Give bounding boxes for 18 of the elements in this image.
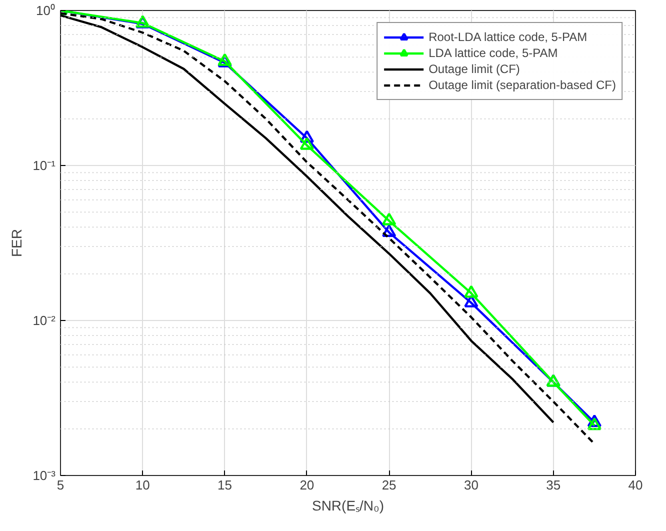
legend-label: Root-LDA lattice code, 5-PAM — [428, 29, 588, 45]
x-tick-label: 15 — [218, 478, 232, 492]
y-tick-label: 10⁰ — [36, 3, 56, 18]
x-tick-label: 20 — [300, 478, 314, 492]
x-axis-title: SNR(Eₛ/N₀) — [312, 498, 384, 514]
x-tick-label: 35 — [546, 478, 561, 492]
x-tick-label: 40 — [628, 478, 643, 492]
y-tick-label: 10⁻³ — [32, 468, 56, 483]
y-tick-label: 10⁻¹ — [32, 158, 56, 173]
y-axis-title: FER — [8, 229, 25, 257]
legend-label: Outage limit (separation-based CF) — [428, 77, 616, 93]
y-tick-label: 10⁻² — [32, 313, 56, 328]
legend-label: Outage limit (CF) — [428, 61, 520, 77]
x-tick-label: 5 — [56, 478, 64, 492]
x-tick-label: 10 — [135, 478, 150, 492]
legend-label: LDA lattice code, 5-PAM — [428, 45, 558, 61]
x-tick-label: 25 — [382, 478, 396, 492]
x-tick-label: 30 — [464, 478, 478, 492]
